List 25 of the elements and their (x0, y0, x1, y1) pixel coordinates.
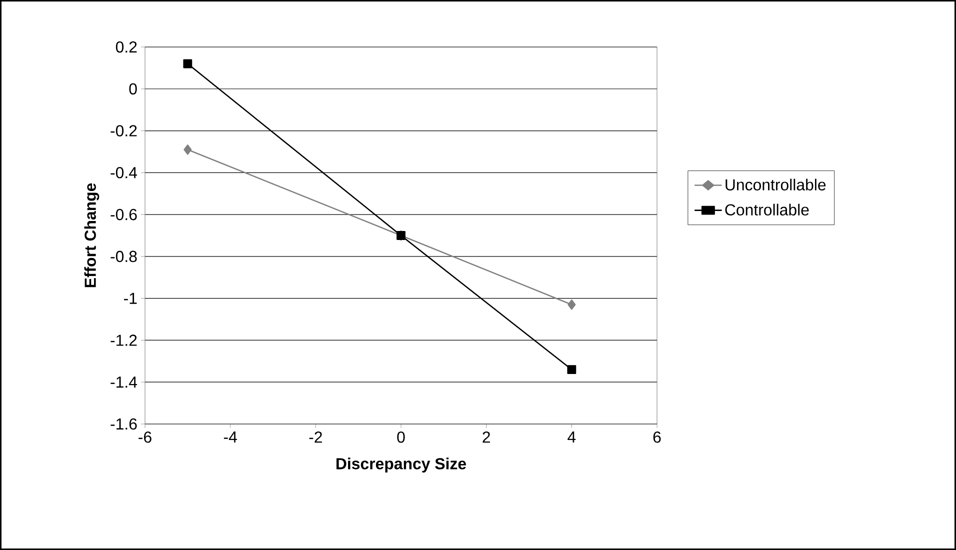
x-tick-label: 0 (397, 432, 405, 443)
y-tick-label: -1 (124, 292, 137, 304)
x-tick-label: -6 (138, 432, 152, 443)
y-tick-label: 0 (129, 83, 137, 95)
legend-label: Controllable (725, 204, 809, 216)
x-tick-label: -2 (309, 432, 322, 443)
y-tick-label: -1.6 (110, 418, 137, 430)
y-tick-label: 0.2 (116, 41, 137, 53)
y-tick-label: -0.8 (110, 250, 137, 262)
y-tick-label: -0.6 (110, 208, 137, 220)
y-tick-label: -1.4 (110, 376, 138, 388)
x-tick-label: 2 (482, 432, 490, 443)
point (567, 365, 576, 374)
x-tick-label: 6 (653, 432, 661, 443)
y-tick-label: -0.2 (110, 125, 137, 136)
y-tick-label: -1.2 (110, 334, 137, 346)
x-axis-title: Discrepancy Size (336, 458, 466, 473)
point (183, 59, 192, 68)
x-tick-label: 4 (568, 432, 576, 442)
x-tick-label: -4 (224, 432, 237, 442)
point (568, 299, 576, 310)
point (184, 144, 192, 155)
legend-label: Uncontrollable (726, 178, 826, 190)
y-tick-label: -0.4 (110, 167, 138, 178)
y-axis-title: Effort Change (84, 183, 100, 288)
